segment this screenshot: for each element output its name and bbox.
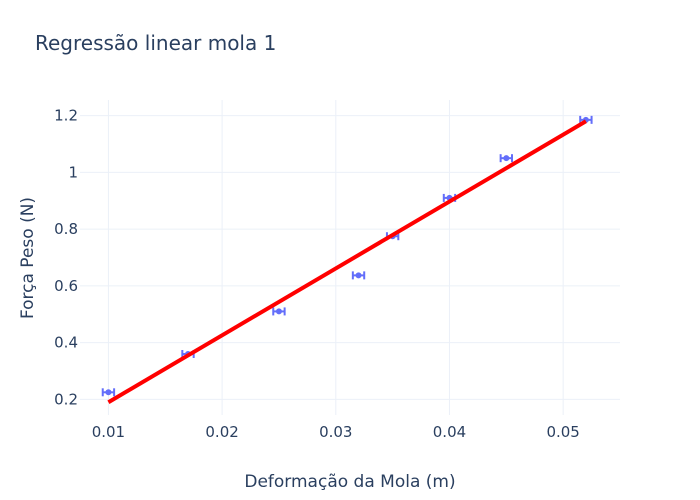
y-tick-label: 0.8 bbox=[54, 220, 78, 238]
y-tick-label: 0.4 bbox=[54, 334, 78, 352]
data-point-marker bbox=[503, 155, 510, 162]
grid bbox=[80, 100, 620, 415]
x-tick-label: 0.04 bbox=[433, 423, 466, 441]
y-tick-label: 1.2 bbox=[54, 107, 78, 125]
y-axis-title: Força Peso (N) bbox=[18, 197, 38, 319]
data-point bbox=[101, 388, 116, 397]
plot-area bbox=[101, 115, 593, 404]
tick-labels: 0.01 0.02 0.03 0.04 0.05 0.2 0.4 0.6 0.8 1 1.2 bbox=[54, 107, 580, 441]
x-axis-title: Deformação da Mola (m) bbox=[244, 472, 455, 492]
data-point-marker bbox=[355, 272, 362, 279]
y-tick-label: 0.6 bbox=[54, 277, 78, 295]
x-tick-label: 0.05 bbox=[546, 423, 579, 441]
data-point bbox=[351, 271, 366, 280]
data-point bbox=[499, 154, 513, 163]
data-point-marker bbox=[275, 308, 282, 315]
data-point bbox=[272, 307, 286, 316]
data-point-marker bbox=[105, 389, 112, 396]
x-tick-label: 0.02 bbox=[205, 423, 238, 441]
y-tick-label: 1 bbox=[68, 163, 78, 181]
regression-line bbox=[107, 119, 587, 404]
x-tick-label: 0.01 bbox=[92, 423, 125, 441]
y-tick-label: 0.2 bbox=[54, 390, 78, 408]
chart-title: Regressão linear mola 1 bbox=[35, 31, 276, 55]
x-tick-label: 0.03 bbox=[319, 423, 352, 441]
